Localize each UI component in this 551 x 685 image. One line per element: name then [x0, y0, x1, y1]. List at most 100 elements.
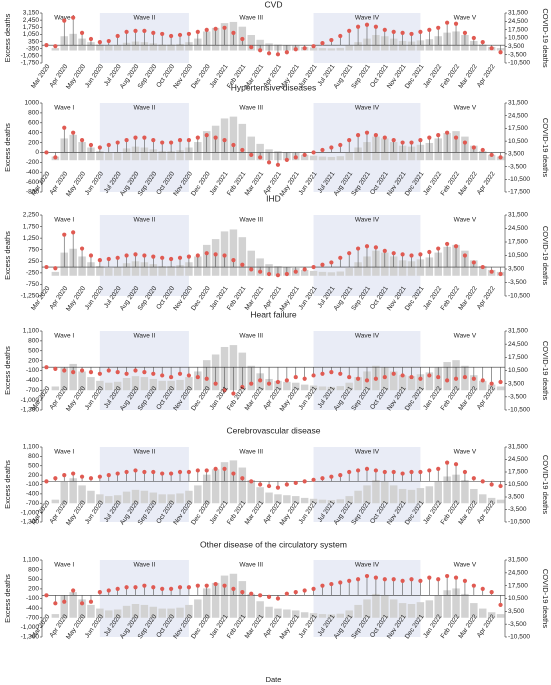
covid-bar [398, 488, 407, 504]
covid-bar [283, 495, 291, 504]
covid-bar [167, 494, 175, 504]
y-tick-label: 1,050 [23, 31, 40, 38]
covid-bar [229, 229, 238, 276]
covid-bar [96, 494, 104, 504]
lollipop-head [222, 25, 227, 30]
lollipop-head [240, 262, 245, 267]
covid-bar [318, 386, 327, 391]
covid-bar [327, 272, 336, 276]
covid-bar [185, 262, 193, 276]
x-tick-label: Jun 2020 [84, 285, 105, 311]
covid-bar [336, 156, 345, 161]
covid-bar [283, 609, 291, 618]
y2-tick-label: -10,500 [508, 60, 530, 67]
covid-bar [149, 492, 158, 504]
covid-bar [122, 263, 131, 276]
covid-bar [51, 48, 60, 51]
lollipop-head [498, 271, 503, 277]
lollipop-head [302, 588, 307, 593]
panel: CVD Wave I Wave II Wave III Wave IV Wave V -1,… [3, 0, 550, 91]
lollipop-head [355, 376, 361, 381]
lollipop-head [293, 155, 298, 160]
lollipop-head [391, 137, 396, 143]
covid-bar [158, 44, 166, 51]
wave-label: Wave I [54, 449, 74, 456]
lollipop-head [186, 373, 192, 378]
lollipop-head [213, 26, 218, 31]
lollipop-head [115, 255, 120, 260]
lollipop-head [471, 145, 476, 150]
covid-bar [122, 378, 131, 391]
lollipop-head [169, 140, 174, 145]
lollipop-head [249, 591, 254, 596]
lollipop-head [97, 474, 102, 479]
wave-label: Wave IV [355, 449, 380, 456]
covid-bar [158, 494, 166, 504]
lollipop-head [373, 133, 378, 138]
covid-bar [158, 151, 166, 161]
lollipop-head [453, 135, 459, 140]
y-tick-label: 1,100 [23, 444, 40, 451]
covid-bar [113, 45, 122, 51]
lollipop-head [240, 384, 245, 390]
lollipop-head [480, 39, 485, 45]
lollipop-head [88, 370, 94, 375]
lollipop-head [222, 583, 227, 588]
covid-bar [345, 152, 353, 161]
covid-bar [336, 613, 345, 618]
lollipop-head [231, 586, 236, 591]
covid-bar [87, 147, 95, 161]
lollipop-head [489, 152, 494, 158]
y-tick-label: 1,100 [23, 328, 40, 335]
covid-bar [149, 606, 158, 618]
lollipop-head [347, 251, 352, 256]
lollipop-head [79, 137, 85, 143]
y-tick-label: -400 [26, 377, 39, 384]
lollipop-head [88, 476, 94, 481]
covid-bar [176, 43, 184, 51]
covid-bar [389, 485, 398, 504]
covid-bar [309, 613, 318, 618]
covid-bar [131, 41, 140, 51]
y-tick-label: -700 [26, 500, 39, 507]
wave-label: Wave V [454, 217, 477, 224]
lollipop-head [311, 477, 316, 482]
lollipop-head [151, 137, 156, 143]
covid-bar [309, 270, 318, 276]
lollipop-head [302, 152, 307, 158]
lollipop-head [453, 462, 459, 467]
y-tick-label: -350 [26, 45, 39, 52]
covid-bar [345, 496, 353, 504]
lollipop-head [355, 246, 361, 251]
lollipop-head [160, 586, 165, 591]
y-tick-label: 200 [28, 357, 39, 364]
y2-tick-label: 10,500 [508, 35, 528, 42]
lollipop-head [489, 269, 494, 274]
lollipop-head [160, 471, 165, 476]
covid-bar [309, 385, 318, 391]
wave-label: Wave II [133, 15, 155, 22]
lollipop-head [453, 575, 459, 580]
lollipop-head [355, 24, 361, 29]
covid-bar [176, 607, 184, 618]
wave-shade [99, 560, 189, 637]
lollipop-head [400, 471, 405, 476]
lollipop-head [462, 253, 468, 258]
x-tick-label: Jun 2021 [298, 285, 319, 311]
lollipop-head [462, 578, 468, 583]
covid-bar [247, 250, 255, 276]
covid-bar [140, 490, 149, 504]
covid-bar [247, 480, 255, 504]
lollipop-head [284, 50, 289, 55]
lollipop-head [418, 29, 423, 34]
covid-bar [220, 462, 229, 504]
covid-bar [167, 266, 175, 276]
y-tick-label: 750 [28, 246, 39, 253]
covid-bar [105, 496, 113, 504]
lollipop-head [462, 469, 468, 475]
lollipop-head [124, 137, 129, 143]
covid-bar [60, 367, 68, 391]
lollipop-head [293, 589, 298, 595]
lollipop-head [293, 374, 298, 380]
lollipop-head [213, 581, 218, 587]
